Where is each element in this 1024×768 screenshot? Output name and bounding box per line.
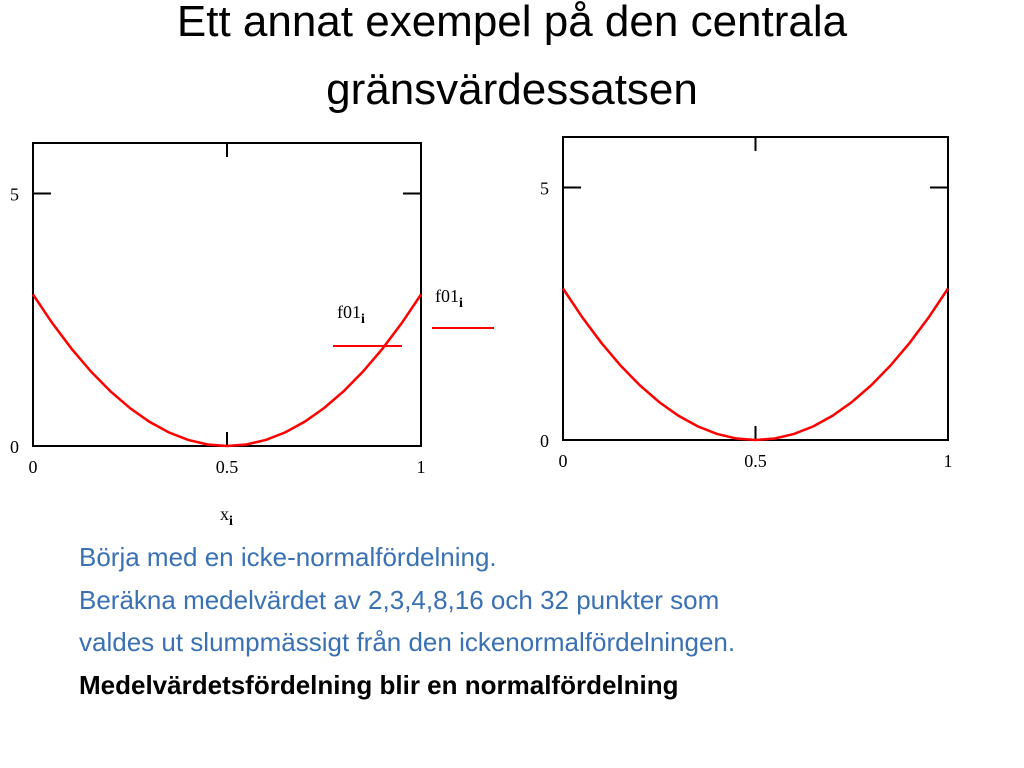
legend-label-subscript: i <box>459 296 463 311</box>
legend-label: f01i <box>337 302 365 327</box>
x-axis-label-main: x <box>220 504 229 524</box>
body-text: Beräkna medelvärdet av 2,3,4,8,16 och 32… <box>79 585 719 615</box>
conclusion: Medelvärdetsfördelning blir en normalför… <box>79 670 679 700</box>
legend-label-main: f01 <box>435 286 459 306</box>
series-line <box>561 287 950 442</box>
x-tick-label: 0 <box>29 457 38 477</box>
y-tick-label: 0 <box>540 431 549 451</box>
x-axis-label-subscript: i <box>229 514 233 529</box>
series-line <box>31 293 423 448</box>
plot-frame <box>562 136 949 441</box>
y-tick-label: 0 <box>10 437 19 457</box>
plot-frame <box>32 142 422 447</box>
x-tick-label: 1 <box>944 451 953 471</box>
slide-title: Ett annat exempel på den centrala <box>177 0 848 46</box>
body-text: Börja med en icke-normalfördelning. <box>79 542 497 572</box>
legend-label: f01i <box>435 286 463 311</box>
x-axis-label: xi <box>220 504 233 529</box>
slide-title: gränsvärdessatsen <box>326 65 698 114</box>
y-tick-label: 5 <box>540 179 549 199</box>
x-tick-label: 0 <box>559 451 568 471</box>
legend-label-main: f01 <box>337 302 361 322</box>
x-tick-label: 0.5 <box>216 457 239 477</box>
legend-label-subscript: i <box>361 312 365 327</box>
y-tick-label: 5 <box>10 185 19 205</box>
x-tick-label: 0.5 <box>744 451 767 471</box>
body-text: valdes ut slumpmässigt från den ickenorm… <box>79 627 735 657</box>
x-tick-label: 1 <box>417 457 426 477</box>
